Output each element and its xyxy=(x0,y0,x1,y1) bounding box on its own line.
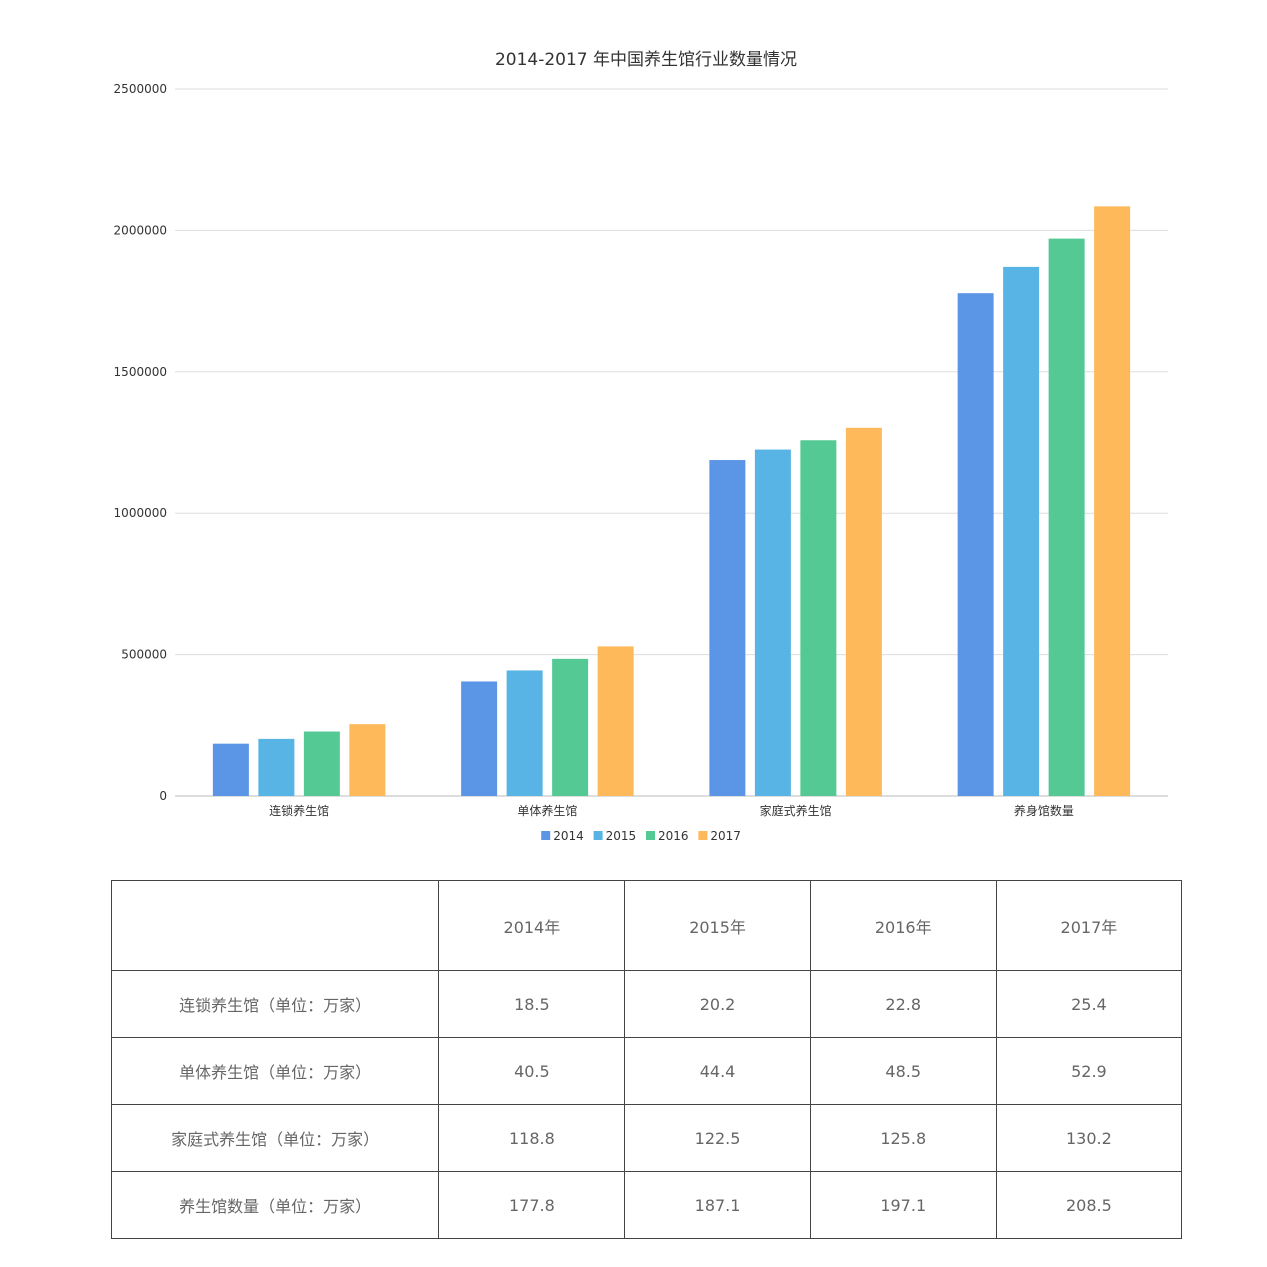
x-category-label: 养身馆数量 xyxy=(1014,803,1074,818)
gridlines xyxy=(175,88,1168,797)
legend-label: 2014 xyxy=(553,829,584,843)
table-row: 养生馆数量（单位：万家） 177.8 187.1 197.1 208.5 xyxy=(110,1171,1183,1239)
table-cell: 122.5 xyxy=(624,1104,811,1172)
y-axis-ticks: 0 500000 1000000 1500000 2000000 2500000 xyxy=(114,82,167,803)
bar-2015-0 xyxy=(258,738,295,796)
bar-2015-3 xyxy=(1003,266,1040,796)
table-cell: 52.9 xyxy=(995,1037,1183,1105)
bar-2015-1 xyxy=(506,670,543,796)
table-cell: 197.1 xyxy=(809,1171,997,1239)
chart-title: 2014-2017 年中国养生馆行业数量情况 xyxy=(495,50,797,70)
table-cell: 187.1 xyxy=(624,1171,811,1239)
table-header-cell: 2015年 xyxy=(624,880,811,971)
legend-swatch xyxy=(593,831,603,840)
x-axis-categories: 连锁养生馆 单体养生馆 家庭式养生馆 养身馆数量 xyxy=(269,803,1074,818)
data-table: 2014年 2015年 2016年 2017年 连锁养生馆（单位：万家） 18.… xyxy=(110,880,1183,1239)
table-cell: 125.8 xyxy=(809,1104,997,1172)
table-header-cell: 2017年 xyxy=(995,880,1183,971)
table-cell: 208.5 xyxy=(995,1171,1183,1239)
bar-2017-2 xyxy=(845,427,882,796)
x-category-label: 家庭式养生馆 xyxy=(760,803,832,818)
x-category-label: 单体养生馆 xyxy=(517,803,577,818)
table-row: 连锁养生馆（单位：万家） 18.5 20.2 22.8 25.4 xyxy=(110,970,1183,1038)
row-label: 单体养生馆（单位：万家） xyxy=(110,1037,440,1105)
legend-swatch xyxy=(698,831,708,840)
bar-2017-3 xyxy=(1094,206,1131,796)
bar-chart: 2014-2017 年中国养生馆行业数量情况 0 500000 1000000 150… xyxy=(114,50,1168,843)
table-cell: 130.2 xyxy=(995,1104,1183,1172)
bar-2014-2 xyxy=(709,460,746,796)
table-header-cell: 2014年 xyxy=(438,880,626,971)
y-tick-label: 1500000 xyxy=(114,365,167,379)
table-cell: 44.4 xyxy=(624,1037,811,1105)
row-label: 养生馆数量（单位：万家） xyxy=(110,1171,440,1239)
legend-label: 2016 xyxy=(658,829,689,843)
y-tick-label: 2000000 xyxy=(114,223,167,237)
table-cell: 48.5 xyxy=(809,1037,997,1105)
bar-2014-3 xyxy=(957,293,994,796)
legend-swatch xyxy=(646,831,655,840)
table-header-cell xyxy=(110,880,440,971)
y-tick-label: 2500000 xyxy=(114,82,167,96)
legend: 2014 2015 2016 2017 xyxy=(541,829,741,843)
bar-2015-2 xyxy=(754,449,791,796)
bars xyxy=(212,206,1131,796)
table-cell: 25.4 xyxy=(995,970,1183,1038)
table-cell: 20.2 xyxy=(624,970,811,1038)
table-cell: 18.5 xyxy=(438,970,626,1038)
y-tick-label: 0 xyxy=(159,789,167,803)
x-category-label: 连锁养生馆 xyxy=(269,803,329,818)
bar-2016-0 xyxy=(303,731,340,796)
bar-2017-1 xyxy=(597,646,634,796)
row-label: 连锁养生馆（单位：万家） xyxy=(110,970,440,1038)
table-header-cell: 2016年 xyxy=(809,880,997,971)
bar-2014-1 xyxy=(461,681,498,796)
y-tick-label: 500000 xyxy=(121,648,167,662)
table-row: 家庭式养生馆（单位：万家） 118.8 122.5 125.8 130.2 xyxy=(110,1104,1183,1172)
table-header-row: 2014年 2015年 2016年 2017年 xyxy=(110,880,1183,971)
table-cell: 177.8 xyxy=(438,1171,626,1239)
bar-2017-0 xyxy=(349,724,386,796)
bar-2016-2 xyxy=(800,440,837,796)
y-tick-label: 1000000 xyxy=(114,506,167,520)
bar-2014-0 xyxy=(212,743,249,796)
table-cell: 118.8 xyxy=(438,1104,626,1172)
legend-label: 2015 xyxy=(606,829,637,843)
table-cell: 22.8 xyxy=(809,970,997,1038)
legend-label: 2017 xyxy=(710,829,741,843)
row-label: 家庭式养生馆（单位：万家） xyxy=(110,1104,440,1172)
table-row: 单体养生馆（单位：万家） 40.5 44.4 48.5 52.9 xyxy=(110,1037,1183,1105)
bar-2016-3 xyxy=(1048,238,1085,796)
legend-swatch xyxy=(541,831,551,840)
table-cell: 40.5 xyxy=(438,1037,626,1105)
bar-2016-1 xyxy=(552,658,589,796)
